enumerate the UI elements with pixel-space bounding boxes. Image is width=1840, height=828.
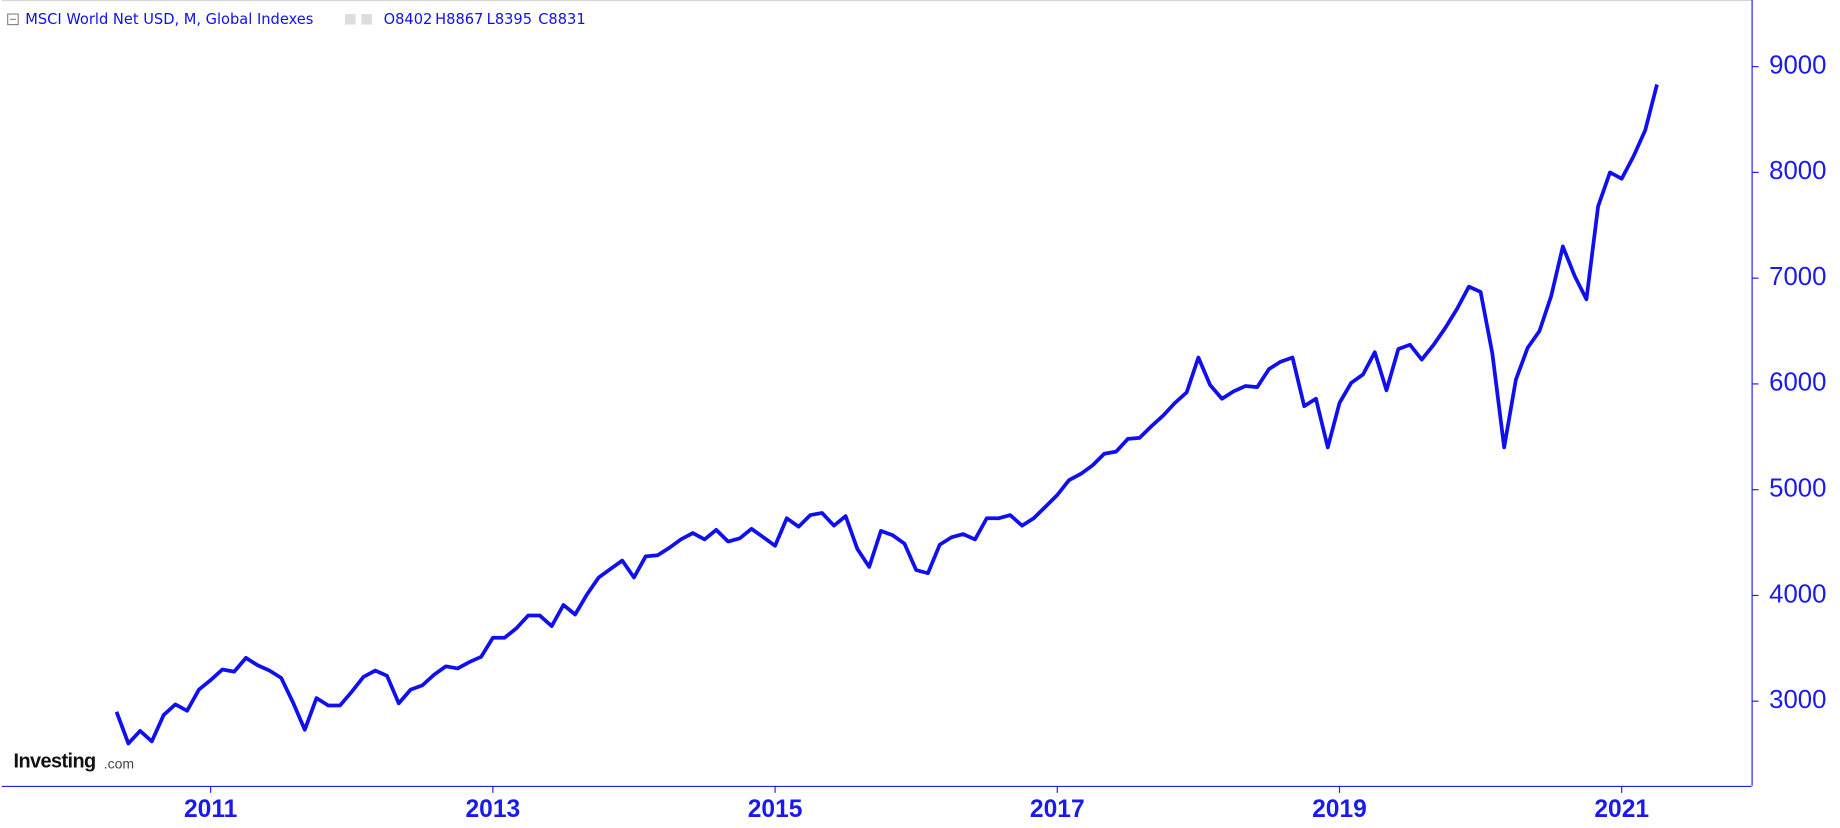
ohlc-label: O (384, 11, 396, 28)
y-tick-label: 3000 (1769, 686, 1826, 714)
ohlc-label: L (487, 11, 496, 28)
icon (361, 14, 372, 25)
ohlc-values: O8402 H8867 L8395 C8831 (384, 11, 586, 28)
x-tick-label: 2011 (184, 796, 237, 823)
x-tick-label: 2013 (466, 796, 521, 823)
x-tick-label: 2017 (1030, 796, 1085, 823)
x-tick-label: 2015 (748, 796, 803, 823)
y-tick-label: 5000 (1769, 475, 1826, 503)
logo: Investing (14, 751, 96, 773)
ohlc-value: 8402 (395, 11, 432, 28)
logo-suffix: .com (104, 755, 134, 771)
y-tick-label: 6000 (1769, 369, 1826, 397)
ohlc-value: 8831 (548, 11, 585, 28)
ohlc-item: H8867 (435, 11, 483, 28)
ohlc-value: 8395 (495, 11, 532, 28)
price-line (114, 84, 1659, 746)
ohlc-item: C8831 (538, 11, 585, 28)
y-tick-label: 7000 (1769, 263, 1826, 291)
y-tick-label: 9000 (1769, 51, 1826, 79)
ohlc-value: 8867 (446, 11, 483, 28)
icon (344, 14, 356, 25)
ohlc-item: L8395 (487, 11, 532, 28)
y-tick-label: 4000 (1769, 580, 1826, 608)
ohlc-label: C (538, 11, 548, 28)
y-tick-label: 8000 (1769, 157, 1826, 185)
chart-title: MSCI World Net USD, M, Global Indexes (25, 11, 313, 28)
collapse-icon (7, 13, 19, 26)
x-tick-label: 2021 (1594, 796, 1649, 823)
x-tick-label: 2019 (1312, 796, 1367, 823)
ohlc-item: O8402 (384, 11, 433, 28)
ohlc-label: H (435, 11, 446, 28)
